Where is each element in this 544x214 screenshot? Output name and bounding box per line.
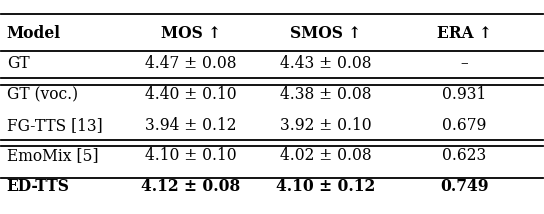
Text: 4.10 ± 0.10: 4.10 ± 0.10 — [145, 147, 237, 164]
Text: 4.40 ± 0.10: 4.40 ± 0.10 — [145, 86, 237, 103]
Text: 4.43 ± 0.08: 4.43 ± 0.08 — [280, 55, 372, 72]
Text: 4.38 ± 0.08: 4.38 ± 0.08 — [280, 86, 372, 103]
Text: 0.749: 0.749 — [440, 178, 489, 195]
Text: GT (voc.): GT (voc.) — [7, 86, 78, 103]
Text: 4.47 ± 0.08: 4.47 ± 0.08 — [145, 55, 237, 72]
Text: 0.679: 0.679 — [442, 117, 486, 134]
Text: ERA ↑: ERA ↑ — [437, 25, 492, 42]
Text: EmoMix [5]: EmoMix [5] — [7, 147, 98, 164]
Text: 3.94 ± 0.12: 3.94 ± 0.12 — [145, 117, 237, 134]
Text: FG-TTS [13]: FG-TTS [13] — [7, 117, 103, 134]
Text: 4.12 ± 0.08: 4.12 ± 0.08 — [141, 178, 240, 195]
Text: 3.92 ± 0.10: 3.92 ± 0.10 — [280, 117, 372, 134]
Text: SMOS ↑: SMOS ↑ — [290, 25, 362, 42]
Text: ED-TTS: ED-TTS — [7, 178, 70, 195]
Text: Model: Model — [7, 25, 61, 42]
Text: –: – — [460, 55, 468, 72]
Text: 0.623: 0.623 — [442, 147, 486, 164]
Text: 4.10 ± 0.12: 4.10 ± 0.12 — [276, 178, 376, 195]
Text: 4.02 ± 0.08: 4.02 ± 0.08 — [280, 147, 372, 164]
Text: 0.931: 0.931 — [442, 86, 486, 103]
Text: GT: GT — [7, 55, 29, 72]
Text: MOS ↑: MOS ↑ — [161, 25, 221, 42]
